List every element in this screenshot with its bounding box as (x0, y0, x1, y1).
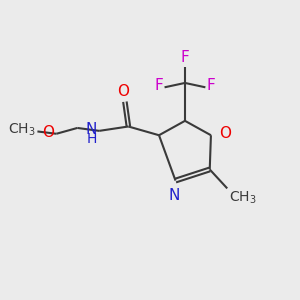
Text: H: H (86, 132, 97, 146)
Text: N: N (168, 188, 180, 203)
Text: O: O (117, 84, 129, 99)
Text: CH$_3$: CH$_3$ (8, 122, 36, 138)
Text: CH$_3$: CH$_3$ (229, 190, 256, 206)
Text: N: N (85, 122, 97, 137)
Text: O: O (42, 124, 54, 140)
Text: F: F (154, 78, 163, 93)
Text: O: O (219, 126, 231, 141)
Text: F: F (207, 78, 216, 93)
Text: F: F (181, 50, 189, 65)
